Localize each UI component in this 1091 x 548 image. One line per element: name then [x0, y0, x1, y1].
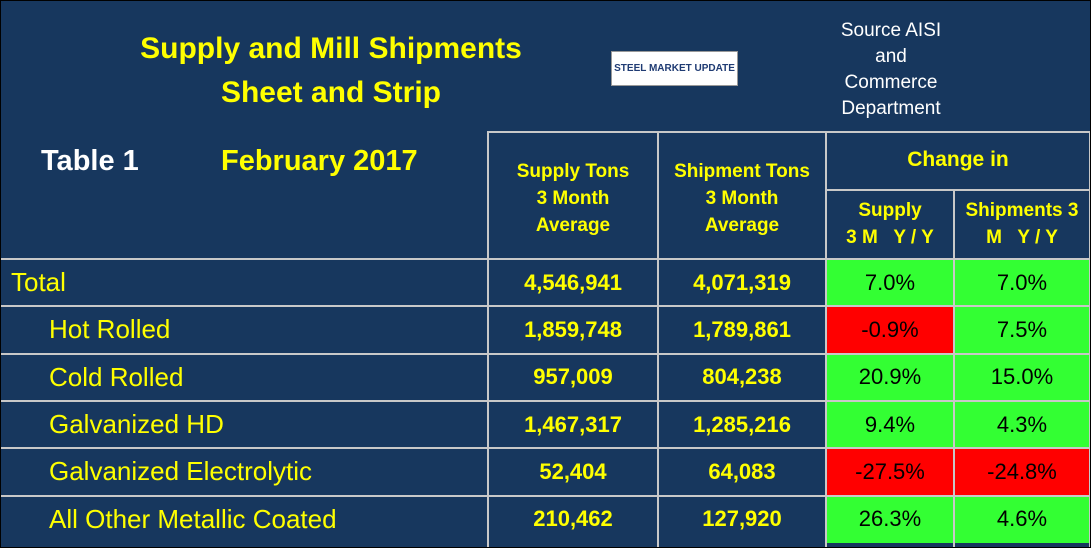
logo: STEEL MARKET UPDATE	[611, 51, 738, 86]
grid-line	[826, 189, 1090, 191]
column-header: Shipment Tons	[674, 160, 810, 182]
cell: 127,920	[702, 506, 782, 532]
grid-line	[1089, 131, 1090, 547]
change-cell: 7.5%	[954, 306, 1090, 354]
change-cell: 15.0%	[954, 353, 1090, 401]
grid-line	[1, 399, 1090, 402]
column-header: 3 Month	[536, 187, 610, 209]
cell: 957,009	[533, 364, 613, 390]
change-cell: 7.0%	[954, 259, 1090, 307]
change-subheader: Supply	[858, 199, 922, 221]
column-header: Average	[704, 214, 780, 236]
change-header: Change in	[907, 148, 1009, 171]
row-label: Cold Rolled	[49, 361, 184, 392]
cell: 1,859,748	[524, 316, 622, 342]
change-cell: 20.9%	[826, 353, 954, 401]
cell: 804,238	[702, 364, 782, 390]
table-label: Table 1	[41, 144, 139, 177]
cell: 1,467,317	[524, 411, 622, 437]
source: and	[875, 46, 907, 67]
grid-line	[488, 131, 1090, 133]
title: Sheet and Strip	[220, 76, 442, 109]
grid-line	[953, 189, 955, 547]
row-label: Galvanized HD	[49, 409, 224, 440]
source: Source AISI	[840, 20, 942, 41]
row-label: Hot Rolled	[49, 314, 171, 345]
grid-line	[1, 305, 1090, 308]
cell: 52,404	[539, 458, 607, 484]
cell: 64,083	[708, 458, 776, 484]
change-cell: -24.8%	[954, 448, 1090, 496]
row-label: All Other Metallic Coated	[49, 503, 337, 534]
grid-line	[1, 447, 1090, 450]
column-header: Average	[535, 214, 611, 236]
change-cell: 26.3%	[826, 495, 954, 543]
period: February 2017	[221, 144, 418, 177]
cell: 1,789,861	[693, 316, 791, 342]
change-cell: 9.4%	[826, 400, 954, 449]
row-label: Galvanized Electrolytic	[49, 456, 312, 487]
cell: 4,071,319	[693, 269, 791, 295]
change-cell: 4.3%	[954, 400, 1090, 449]
cell: 1,285,216	[693, 411, 791, 437]
cell: 210,462	[533, 506, 613, 532]
grid-line	[825, 131, 827, 547]
column-header: 3 Month	[705, 187, 779, 209]
grid-line	[1, 258, 1090, 260]
grid-line	[487, 131, 489, 547]
change-subheader: 3 M Y / Y	[846, 226, 934, 248]
change-cell: 7.0%	[826, 259, 954, 307]
row-label: Total	[11, 267, 66, 298]
grid-line	[657, 131, 659, 547]
change-subheader: M Y / Y	[986, 226, 1058, 248]
change-subheader: Shipments 3	[965, 199, 1079, 221]
change-cell: -27.5%	[826, 448, 954, 496]
source: Department	[841, 98, 941, 119]
grid-line	[1, 494, 1090, 497]
change-cell: -0.9%	[826, 306, 954, 354]
source: Commerce	[844, 72, 938, 93]
cell: 4,546,941	[524, 269, 622, 295]
column-header: Supply Tons	[516, 160, 630, 182]
title: Supply and Mill Shipments	[140, 32, 522, 65]
change-cell: 4.6%	[954, 495, 1090, 543]
grid-line	[1, 352, 1090, 355]
